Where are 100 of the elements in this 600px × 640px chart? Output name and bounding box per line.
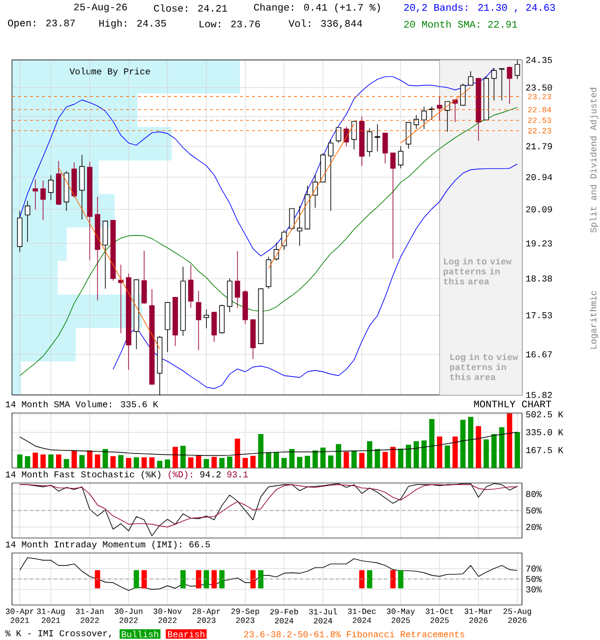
bar	[382, 452, 388, 468]
candlestick	[312, 174, 318, 208]
chart-title: 14 Month Fast Stochastic	[6, 470, 134, 478]
y-tick-label: 17.53	[526, 312, 552, 318]
bar	[188, 457, 194, 468]
candlestick	[102, 220, 108, 290]
text: MONTHLY CHART	[474, 400, 552, 408]
x-tick-label: 29-Feb 2024	[270, 608, 298, 624]
candlestick	[351, 120, 357, 150]
bar	[484, 439, 489, 468]
text: Change: 0.41 (+1.7 %)	[254, 3, 380, 13]
bar	[281, 458, 287, 468]
bar	[274, 452, 279, 468]
candlestick	[281, 230, 287, 250]
bar	[344, 452, 349, 468]
bar	[48, 454, 54, 468]
y-tick-label: 15.82	[526, 392, 552, 398]
text: 25-Aug-26	[74, 4, 127, 12]
bar	[219, 458, 225, 468]
bar	[312, 450, 318, 468]
chart-title: 14 Month SMA Volume: 335.6 K	[6, 400, 158, 408]
candlestick	[390, 152, 396, 259]
bar	[491, 434, 497, 468]
legend-title: % K - IMI Crossover,	[5, 630, 111, 638]
bar	[351, 450, 357, 468]
y-tick-label: 19.23	[526, 240, 552, 246]
bar	[390, 446, 396, 468]
candlestick	[398, 146, 404, 169]
bar	[134, 457, 140, 468]
y-tick-label: 24.35	[526, 56, 552, 64]
bar	[142, 457, 147, 468]
bar	[94, 454, 100, 468]
candlestick	[382, 132, 388, 164]
text: Bearish	[168, 630, 204, 638]
bar	[468, 416, 474, 468]
bar	[421, 440, 427, 468]
candlestick	[429, 106, 434, 120]
bar	[211, 456, 217, 468]
candlestick	[336, 127, 342, 144]
x-tick-label: 30-May 2025	[386, 608, 415, 623]
bar	[374, 448, 380, 468]
candlestick	[234, 250, 240, 308]
bar	[406, 444, 412, 468]
bar	[126, 458, 132, 468]
candlestick	[141, 250, 147, 304]
bar	[164, 459, 170, 468]
y-tick-label: 335.0 K	[526, 429, 564, 436]
x-tick-label: 28-Apr 2023	[192, 608, 220, 623]
x-tick-label: 31-Jul 2024	[309, 608, 337, 624]
text: High: 24.35	[99, 19, 166, 29]
chart-title: 14 Month Intraday Momentum (IMI): 66.5	[6, 540, 210, 550]
candlestick	[366, 128, 372, 158]
x-tick-label: 29-Sep 2023	[231, 608, 260, 623]
x-tick-label: 30-Apr 2021	[6, 608, 34, 623]
bar	[359, 452, 364, 468]
bar	[250, 456, 256, 468]
ref-line-label: 22.84	[528, 106, 552, 112]
bar	[336, 444, 342, 468]
bar	[157, 460, 162, 468]
x-tick-label: 30-Nov 2022	[154, 608, 182, 623]
bar	[436, 436, 442, 468]
y-tick-label: 70%	[526, 566, 542, 572]
ref-line-label: 22.23	[528, 128, 552, 134]
bar	[79, 455, 85, 468]
bar	[118, 455, 124, 468]
bar	[242, 458, 248, 468]
candlestick	[328, 139, 334, 212]
text: 93.1	[227, 471, 248, 478]
bar	[40, 454, 46, 468]
text: 23.6-38.2-50-61.8% Fibonacci Retracements	[244, 630, 464, 638]
bar	[56, 454, 62, 468]
bar	[227, 456, 232, 468]
bar	[444, 445, 450, 468]
text: Volume By Price	[70, 68, 150, 76]
bar	[297, 456, 302, 468]
candlestick	[32, 179, 38, 210]
y-tick-label: 21.79	[526, 143, 552, 150]
y-tick-label: 20.09	[526, 206, 552, 212]
bar	[476, 426, 482, 468]
x-tick-label: 31-Oct 2025	[426, 608, 454, 623]
bar	[17, 454, 22, 468]
text: Split and Dividend Adjusted	[590, 88, 598, 233]
bar	[149, 457, 155, 468]
text: Close: 24.21	[154, 4, 228, 12]
bar	[204, 459, 210, 468]
bar	[398, 448, 404, 468]
y-tick-label: 20%	[526, 524, 542, 530]
bar	[266, 452, 272, 468]
bar	[172, 446, 178, 468]
y-tick-label: 80%	[526, 490, 542, 498]
annotation: Log in to view patterns in this area	[450, 354, 518, 380]
bar	[289, 448, 295, 468]
candlestick	[79, 154, 85, 220]
y-tick-label: 167.5 K	[526, 447, 564, 454]
x-tick-label: 31-Dec 2024	[348, 608, 376, 623]
candlestick	[40, 180, 46, 221]
x-tick-label: 31-Jan 2022	[76, 608, 104, 623]
x-tick-label: 31-Aug 2021	[36, 608, 65, 623]
candlestick	[188, 264, 194, 308]
candlestick	[421, 106, 427, 130]
